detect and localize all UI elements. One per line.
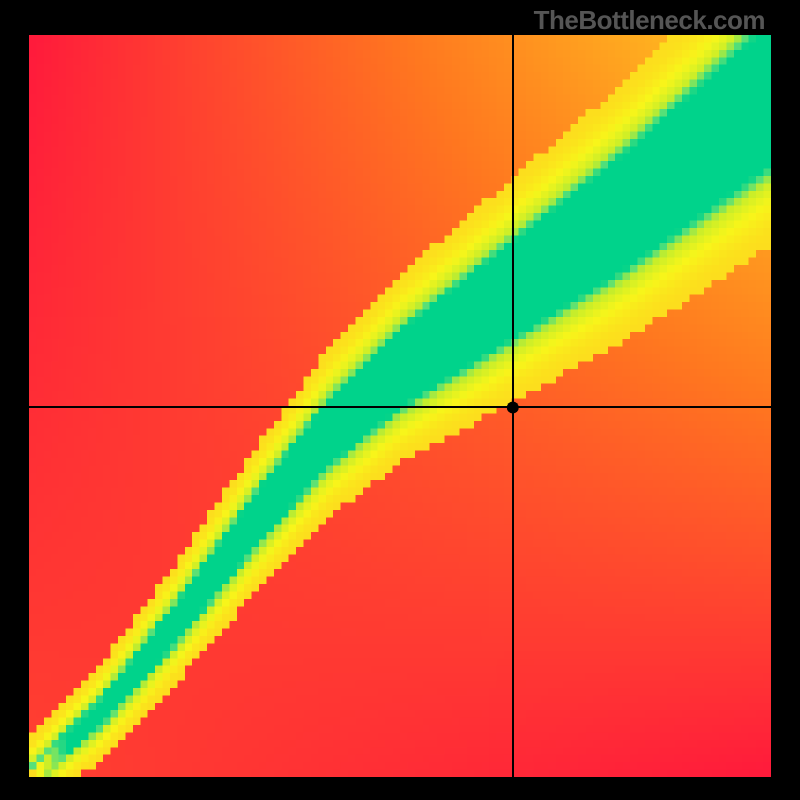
chart-frame: TheBottleneck.com: [0, 0, 800, 800]
crosshair-marker: [29, 35, 771, 777]
plot-area: [29, 35, 771, 777]
watermark-text: TheBottleneck.com: [534, 5, 765, 36]
